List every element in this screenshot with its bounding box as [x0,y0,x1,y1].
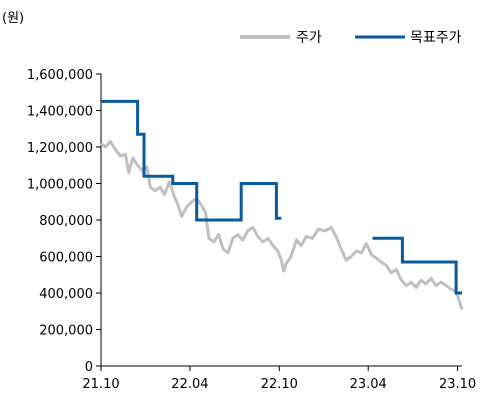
x-tick-label: 22.10 [261,377,298,392]
legend-price-label: 주가 [296,30,322,46]
plot-area [100,99,464,310]
series-price-line [100,140,464,310]
series-target-line-segment-1 [101,99,282,222]
x-tick-label: 22.04 [171,377,208,392]
y-tick-label: 600,000 [39,251,93,266]
y-tick-label: 1,600,000 [27,68,93,83]
y-axis: 0 200,000 400,000 600,000 800,000 1,000,000 1,… [27,68,102,375]
y-tick-label: 1,200,000 [27,141,93,156]
legend: 주가 목표주가 [240,30,462,46]
y-tick-label: 800,000 [39,214,93,229]
x-tick-label: 23.04 [350,377,387,392]
y-tick-label: 1,400,000 [27,105,93,120]
series-target-line-segment-2 [372,236,462,295]
x-tick-label: 21.10 [82,377,119,392]
y-unit-label: (원) [2,11,24,26]
y-tick-label: 1,000,000 [27,178,93,193]
x-tick-label: 23.10 [439,377,476,392]
y-tick-label: 200,000 [39,324,93,339]
y-tick-label: 400,000 [39,287,93,302]
legend-target-label: 목표주가 [410,30,462,46]
y-tick-label: 0 [85,360,93,375]
x-axis: 21.10 22.04 22.10 23.04 23.10 [82,365,476,392]
